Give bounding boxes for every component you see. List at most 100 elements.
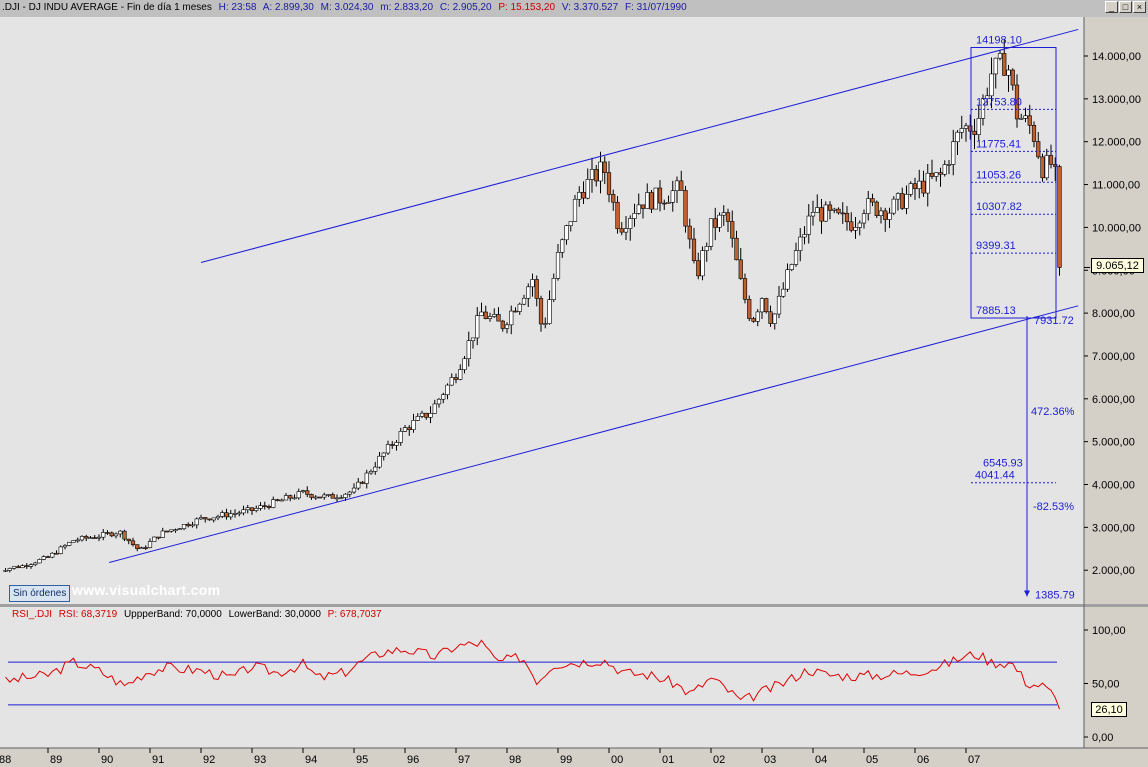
candle-body <box>912 183 918 189</box>
time-axis-panel <box>0 748 1148 767</box>
candle-body <box>1048 155 1054 165</box>
candle-body <box>33 562 38 565</box>
candle-body <box>594 169 599 182</box>
candle-body <box>492 314 497 317</box>
candle-body <box>181 523 187 530</box>
candle-body <box>50 552 55 558</box>
candle-body <box>139 547 144 549</box>
candle-body <box>1019 118 1024 120</box>
candle-body <box>849 221 854 231</box>
candle-body <box>487 316 493 319</box>
candle-body <box>891 198 896 214</box>
candle-body <box>768 311 773 324</box>
candle-body <box>279 499 284 502</box>
candle-body <box>96 536 102 539</box>
candle-body <box>785 269 790 290</box>
time-tick-label: 07 <box>968 754 980 766</box>
rsi-last-tag: 26,10 <box>1091 702 1127 717</box>
candle-body <box>262 505 267 507</box>
candle-body <box>483 311 488 319</box>
candle-body <box>390 444 395 446</box>
candle-body <box>479 311 484 316</box>
candle-body <box>547 299 552 324</box>
candle-body <box>721 212 726 216</box>
candle-body <box>113 533 119 537</box>
candle-body <box>764 298 769 313</box>
time-tick-label: 93 <box>254 754 266 766</box>
candle-body <box>946 164 952 166</box>
candle-body <box>691 238 697 261</box>
candle-body <box>572 198 578 222</box>
candle-body <box>415 416 420 421</box>
candle-body <box>92 537 97 539</box>
price-tick-label: 11.000,00 <box>1092 180 1140 192</box>
candle-body <box>543 323 548 325</box>
projection-start-label: 7931.72 <box>1034 315 1074 327</box>
candles-group <box>3 39 1062 573</box>
channel-lower-line <box>109 305 1079 563</box>
time-tick-label: 04 <box>815 754 827 766</box>
candle-body <box>895 193 901 200</box>
candle-body <box>517 303 522 312</box>
candle-body <box>305 490 310 495</box>
candle-body <box>683 190 688 227</box>
candle-body <box>976 118 981 135</box>
candle-body <box>1023 115 1028 119</box>
candle-body <box>3 570 8 572</box>
candle-body <box>581 192 586 199</box>
candle-body <box>725 212 731 222</box>
maximize-button[interactable]: □ <box>1119 1 1132 13</box>
rsi-line <box>5 639 1060 710</box>
candle-body <box>585 179 590 199</box>
candle-body <box>1010 69 1015 86</box>
candle-body <box>347 491 352 495</box>
candle-body <box>84 536 89 539</box>
time-tick-label: 01 <box>662 754 674 766</box>
minimize-button[interactable]: _ <box>1105 1 1118 13</box>
candle-body <box>747 299 752 319</box>
candle-body <box>534 279 539 299</box>
candle-body <box>71 540 76 543</box>
candle-body <box>466 340 471 360</box>
candle-body <box>666 202 671 204</box>
rsi-header: RSI_.DJI RSI: 68,3719 UppperBand: 70,000… <box>12 608 386 621</box>
candle-body <box>861 213 867 224</box>
candle-body <box>577 192 582 200</box>
time-tick-label: 06 <box>917 754 929 766</box>
candle-body <box>755 311 760 322</box>
candle-body <box>802 234 807 238</box>
candle-body <box>742 278 748 300</box>
projection-down-pct: -82.53% <box>1033 501 1074 513</box>
rsi-lower-band: LowerBand: 30,0000 <box>228 609 321 620</box>
candle-body <box>283 495 289 501</box>
time-tick-label: 97 <box>458 754 470 766</box>
candle-body <box>173 529 178 532</box>
candle-body <box>254 508 259 511</box>
candle-body <box>832 208 837 211</box>
candle-body <box>900 193 905 209</box>
low-value: m: 2.833,20 <box>380 2 434 13</box>
candle-body <box>560 239 565 253</box>
panel-separator <box>0 604 1148 607</box>
candle-body <box>636 204 641 214</box>
candle-body <box>662 202 667 205</box>
orders-badge[interactable]: Sin órdenes <box>9 585 71 602</box>
candle-body <box>968 125 973 132</box>
watermark: www.visualchart.com <box>72 582 221 598</box>
price-tick-label: 13.000,00 <box>1092 94 1141 106</box>
projection-arrow-icon <box>1024 590 1030 597</box>
close-button[interactable]: × <box>1133 1 1146 13</box>
candle-body <box>152 536 157 542</box>
candle-body <box>934 172 939 177</box>
candle-body <box>496 314 501 322</box>
fib-level-label: 14198.10 <box>976 35 1022 47</box>
candle-body <box>398 431 403 443</box>
candle-body <box>657 187 663 204</box>
candle-body <box>194 518 199 526</box>
candle-body <box>623 228 629 233</box>
candle-body <box>917 180 922 189</box>
price-tick-label: 6.000,00 <box>1092 394 1135 406</box>
candle-body <box>462 358 467 370</box>
candle-body <box>878 210 884 217</box>
